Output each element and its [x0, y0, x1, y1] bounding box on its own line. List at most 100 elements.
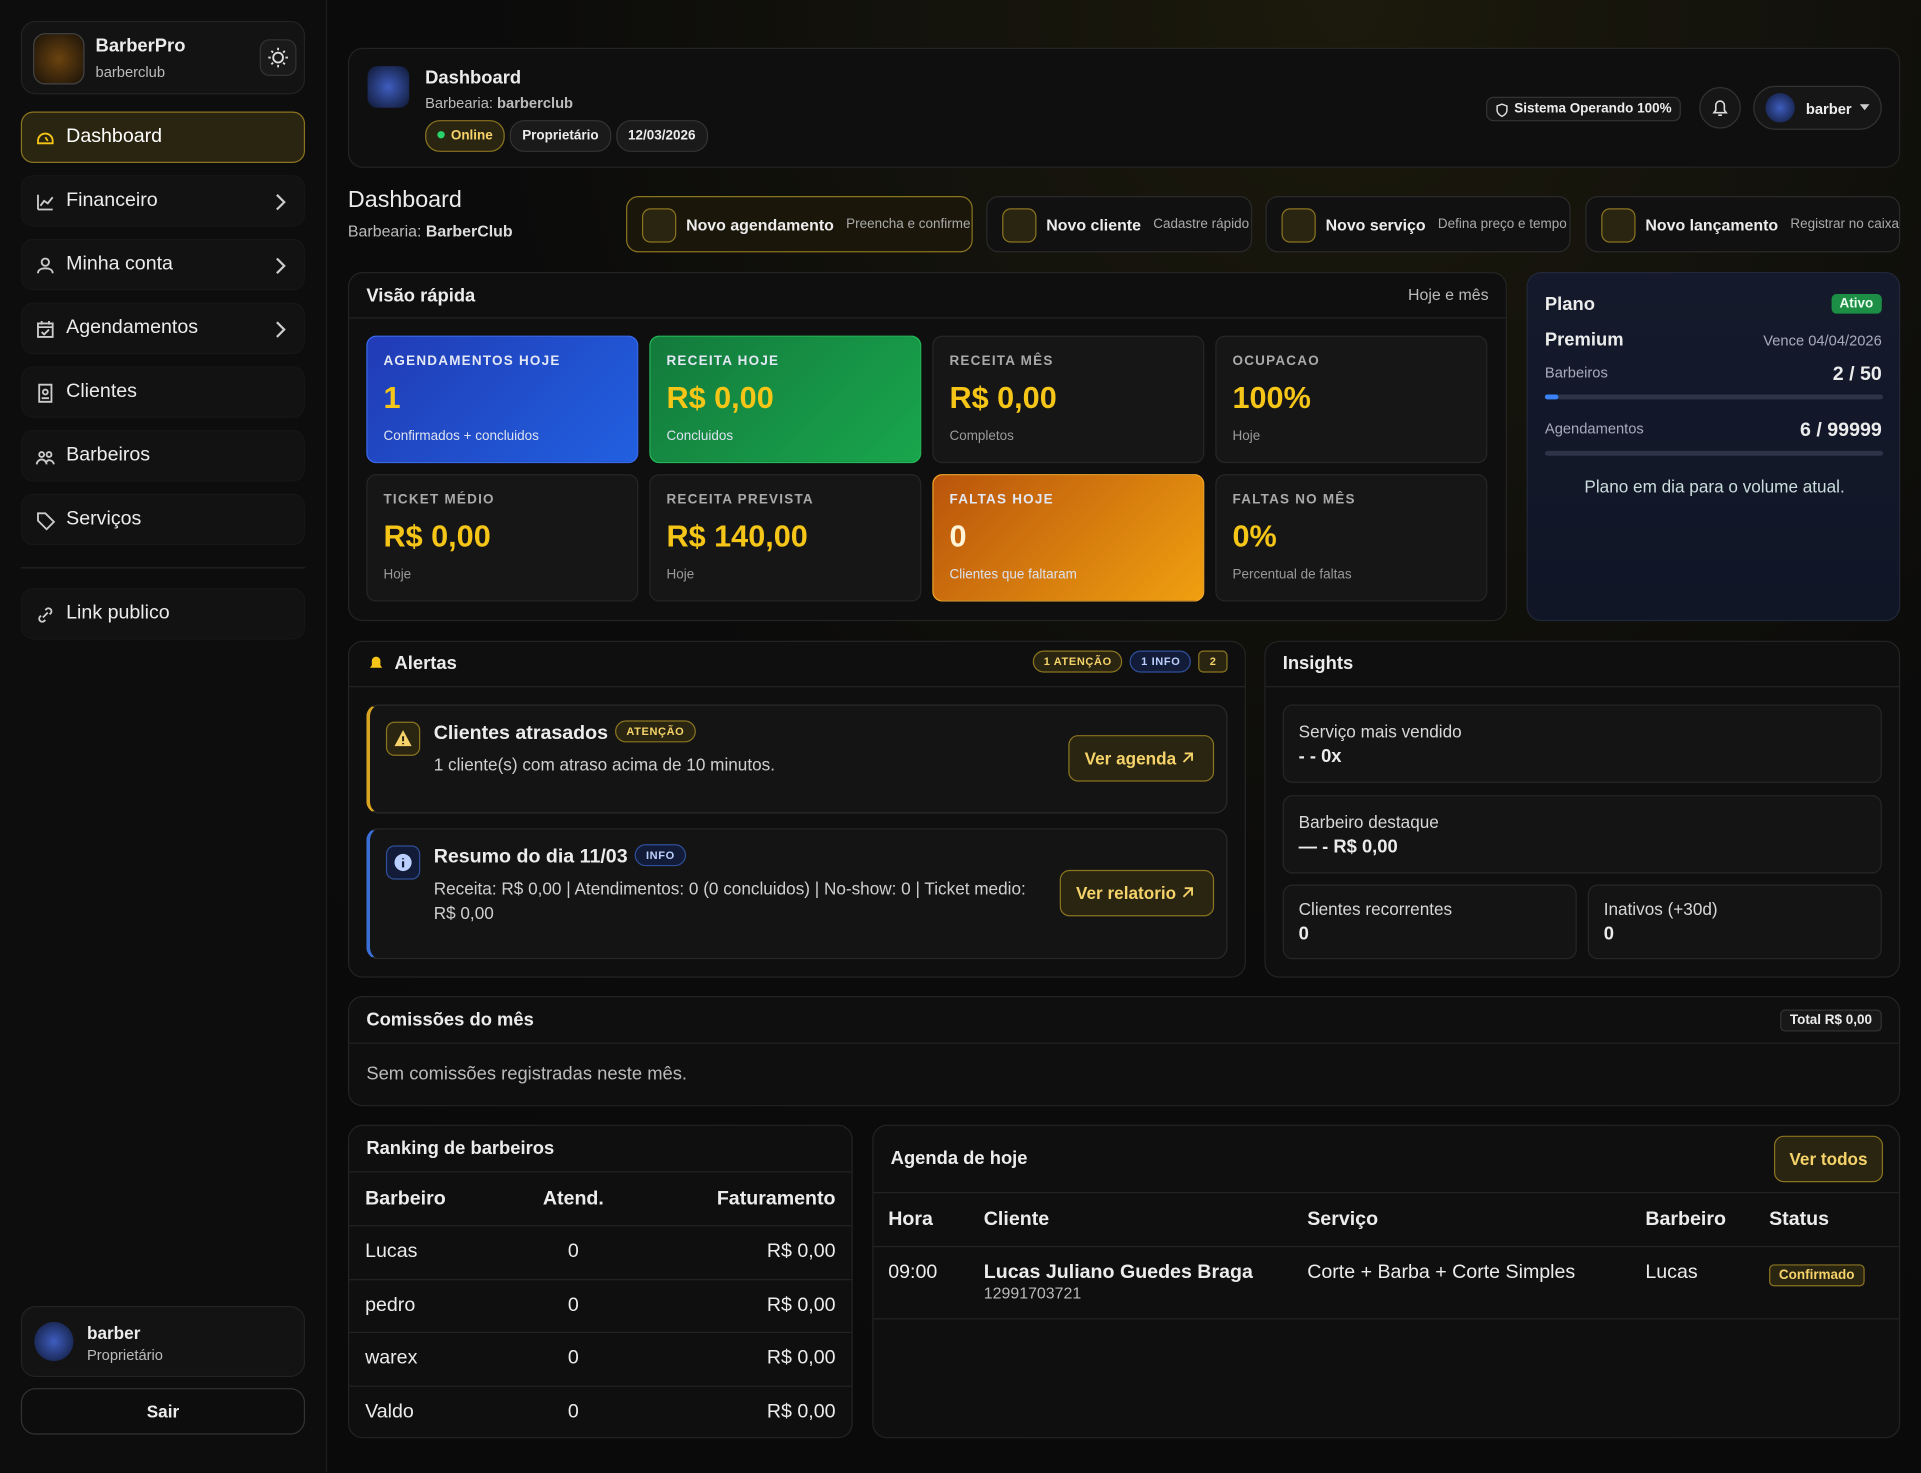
notifications[interactable] — [1699, 86, 1741, 129]
plan-note: Plano em dia para o volume atual. — [1584, 476, 1845, 497]
column-header: Hora — [888, 1209, 933, 1231]
insight-card: Inativos (+30d) 0 — [1587, 884, 1882, 960]
alert-button[interactable]: Ver relatorio — [1060, 869, 1215, 917]
divider — [1265, 686, 1899, 688]
insight-value: 0 — [1603, 923, 1614, 945]
action-title: Novo lançamento — [1645, 215, 1779, 234]
alert-title: Resumo do dia 11/03 — [433, 846, 628, 868]
user-box: barber Proprietário — [20, 1305, 306, 1378]
cell: 0 — [567, 1347, 579, 1369]
arrow-icon — [1176, 883, 1198, 904]
action-button[interactable]: Novo lançamento Registrar no caixa — [1585, 196, 1901, 253]
section-title: Ranking de barbeiros — [366, 1138, 555, 1159]
user-role: Proprietário — [86, 1346, 163, 1364]
cell: 0 — [567, 1241, 579, 1262]
plan-expires: Vence 04/04/2026 — [1763, 332, 1882, 350]
nav-item[interactable]: Link publico — [20, 588, 306, 640]
sun-icon — [268, 47, 288, 68]
chevron — [274, 320, 286, 346]
stat-note: Hoje — [666, 567, 695, 582]
arrow-icon — [1176, 748, 1198, 769]
theme-toggle[interactable] — [259, 39, 297, 76]
decoration — [37, 194, 54, 211]
nav-label: Financeiro — [66, 189, 158, 211]
stat-label: TICKET MÉDIO — [383, 492, 495, 508]
chevron-icon — [276, 257, 286, 274]
insight-label: Serviço mais vendido — [1298, 721, 1462, 742]
decoration — [276, 194, 286, 211]
brand-name: BarberPro — [95, 35, 186, 57]
decoration — [38, 383, 53, 403]
divider — [873, 1192, 1899, 1194]
logout-button[interactable]: Sair — [20, 1388, 306, 1435]
icon — [37, 132, 54, 145]
stat-value: R$ 0,00 — [666, 381, 774, 416]
badge: Online — [425, 120, 506, 152]
cell: warex — [365, 1347, 418, 1369]
nav-label: Dashboard — [66, 126, 163, 148]
stat-label: FALTAS NO MÊS — [1232, 492, 1356, 508]
cell: 0 — [567, 1294, 579, 1316]
arrow — [1182, 886, 1193, 897]
stat-label: OCUPACAO — [1232, 354, 1320, 369]
cell: R$ 0,00 — [766, 1294, 836, 1316]
plan-row-value: 2 / 50 — [1832, 363, 1882, 385]
plan-badge: Ativo — [1830, 294, 1882, 314]
action-desc: Cadastre rápido — [1153, 216, 1250, 232]
chevron-icon — [276, 321, 286, 338]
alert-tag: INFO — [634, 844, 686, 867]
column-header: Faturamento — [716, 1188, 836, 1210]
insight-value: 0 — [1298, 923, 1309, 945]
stat-note: Completos — [949, 428, 1014, 444]
row-divider — [349, 1385, 852, 1387]
cell: R$ 0,00 — [766, 1400, 836, 1422]
section-title: Agenda de hoje — [890, 1147, 1028, 1169]
nav-label: Clientes — [66, 381, 137, 402]
cell: Lucas — [365, 1241, 418, 1262]
stat-card: FALTAS NO MÊS 0% Percentual de faltas — [1215, 474, 1488, 602]
action-button[interactable]: Novo cliente Cadastre rápido — [986, 196, 1253, 253]
header-badges: Online Proprietário 12/03/2026 — [425, 120, 712, 152]
action-button[interactable]: Novo agendamento Preencha e confirme — [626, 196, 973, 253]
cell-phone: 12991703721 — [983, 1283, 1082, 1303]
cell-service: Corte + Barba + Corte Simples — [1307, 1261, 1576, 1283]
plan-row-label: Barbeiros — [1544, 363, 1608, 382]
ranking: Ranking de barbeiros Barbeiro Atend. Fatur… — [347, 1124, 853, 1439]
nav-item[interactable]: Clientes — [20, 366, 306, 418]
nav-item[interactable]: Agendamentos — [20, 302, 306, 355]
stat-card: AGENDAMENTOS HOJE 1 Confirmados + concluid… — [366, 335, 639, 464]
action-button[interactable]: Novo serviço Defina preço e tempo — [1265, 196, 1571, 253]
nav-item[interactable]: Dashboard — [20, 111, 306, 163]
column-header: Serviço — [1307, 1209, 1379, 1231]
stat-value: 0 — [949, 519, 967, 554]
section-title: Comissões do mês — [366, 1009, 534, 1031]
action-desc: Preencha e confirme — [846, 216, 971, 232]
insight-label: Inativos (+30d) — [1603, 899, 1718, 919]
alert-button[interactable]: Ver agenda — [1068, 735, 1215, 782]
alert-counts: 1 ATENÇÃO 1 INFO 2 — [1025, 650, 1228, 676]
logout-label: Sair — [146, 1401, 180, 1422]
brand-box: BarberPro barberclub — [20, 20, 306, 95]
alert-title: Clientes atrasados — [433, 722, 609, 744]
nav-item[interactable]: Barbeiros — [20, 430, 306, 482]
insight-value: - - 0x — [1298, 746, 1342, 767]
nav-item[interactable]: Serviços — [20, 493, 306, 546]
shop-name: barberclub — [497, 94, 574, 112]
section-title: Alertas — [394, 652, 457, 674]
insight-card: Barbeiro destaque — - R$ 0,00 — [1282, 795, 1882, 874]
action-title: Novo serviço — [1325, 215, 1426, 234]
user-menu[interactable]: barber — [1753, 85, 1882, 130]
nav-item[interactable]: Minha conta — [20, 238, 306, 291]
commissions: Comissões do mês Total R$ 0,00 Sem comis… — [347, 996, 1901, 1107]
stat-card: OCUPACAO 100% Hoje — [1215, 335, 1488, 464]
plan-title: Plano — [1544, 294, 1595, 315]
column-header: Cliente — [983, 1209, 1050, 1231]
nav-item[interactable]: Financeiro — [20, 175, 306, 227]
stat-note: Hoje — [1232, 428, 1261, 444]
caret — [1859, 104, 1870, 111]
section-title: Insights — [1282, 652, 1354, 674]
see-all-button[interactable]: Ver todos — [1773, 1135, 1884, 1183]
decoration — [37, 132, 54, 145]
row-divider — [349, 1225, 852, 1227]
insight-card: Serviço mais vendido - - 0x — [1282, 704, 1882, 783]
